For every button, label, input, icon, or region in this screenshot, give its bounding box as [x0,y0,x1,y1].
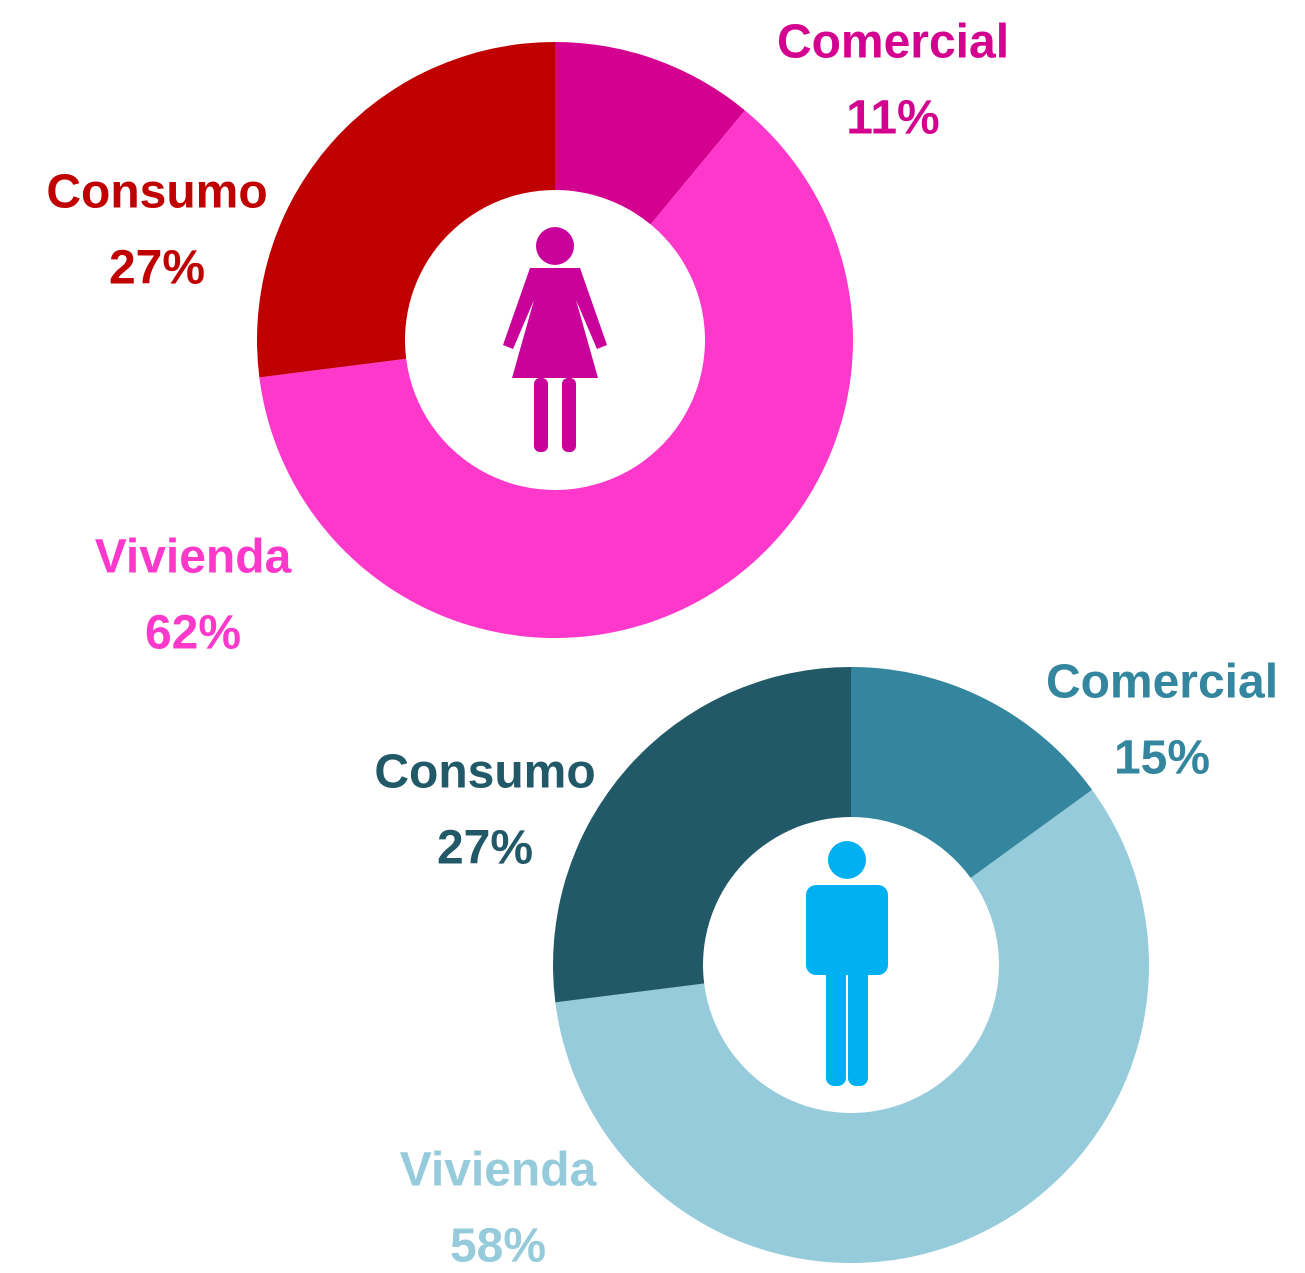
value-label: 58% [450,1220,546,1273]
category-label: Vivienda [400,1144,597,1197]
donut-segment [259,110,854,639]
value-label: 11% [846,92,939,145]
man-icon [806,841,888,1086]
value-label: 15% [1114,732,1210,785]
category-label: Consumo [46,166,267,219]
category-label: Vivienda [95,531,292,584]
value-label: 62% [145,607,241,660]
donut-segment [552,667,851,1003]
category-label: Comercial [1046,656,1278,709]
donut-segment [555,42,745,225]
category-label: Consumo [374,746,595,799]
donut-segment [851,667,1093,879]
donut-segment [257,42,555,378]
value-label: 27% [109,242,205,295]
category-label: Comercial [777,16,1009,69]
woman-icon [503,227,607,452]
donut-segment [555,789,1149,1263]
value-label: 27% [437,822,533,875]
